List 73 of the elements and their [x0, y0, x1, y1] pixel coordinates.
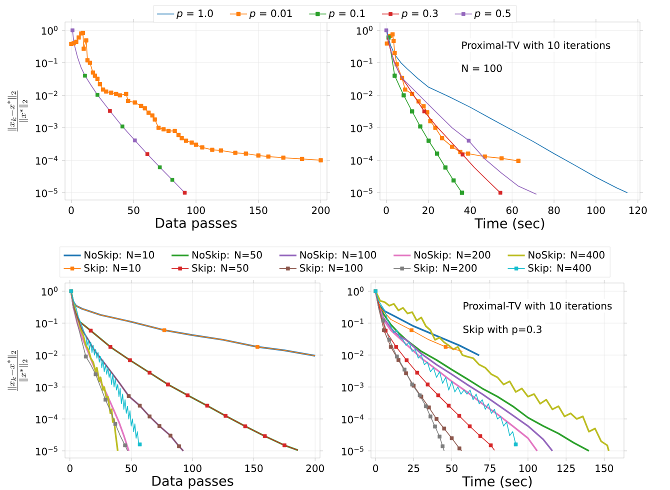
- y-tick-label: 10$^{−1}$: [342, 318, 364, 328]
- y-tick-label: 10$^{−1}$: [36, 58, 58, 68]
- legend-label: NoSkip: N=400: [528, 250, 604, 261]
- x-tick-label: 0: [67, 464, 72, 472]
- y-tick-label: 10$^{−3}$: [36, 123, 58, 132]
- y-tick-label: 10$^{0}$: [42, 286, 58, 296]
- y-tick-label: 10$^{0}$: [348, 286, 364, 296]
- legend-label: NoSkip: N=50: [192, 250, 262, 261]
- y-tick-label: 10$^{−2}$: [351, 90, 372, 100]
- legend-label: Skip: N=100: [300, 264, 362, 274]
- x-tick-label: 0: [373, 464, 378, 472]
- legend-label: p = 1.0: [176, 10, 213, 20]
- x-tick-label: 150: [250, 206, 268, 214]
- x-axis-title: Data passes: [152, 476, 234, 489]
- y-tick-label: 10$^{−5}$: [36, 188, 58, 198]
- legend-label: Skip: N=50: [192, 264, 248, 274]
- y-tick-label: 10$^{−1}$: [351, 58, 372, 68]
- y-tick-label: 10$^{−2}$: [342, 350, 364, 360]
- x-tick-label: 100: [188, 206, 205, 214]
- y-tick-label: 10$^{−2}$: [36, 350, 58, 360]
- y-tick-label: 10$^{−1}$: [36, 318, 58, 328]
- x-axis-title: Time (sec): [462, 476, 532, 488]
- x-tick-label: 40: [464, 206, 476, 214]
- x-tick-label: 125: [558, 464, 575, 472]
- x-tick-label: 200: [306, 464, 324, 472]
- x-tick-label: 120: [629, 206, 647, 214]
- y-tick-label: 10$^{−4}$: [351, 156, 373, 165]
- y-axis-title: $\frac{\|x_k - x^*\|_2}{\|x^*\|_2}$: [7, 350, 28, 391]
- x-tick-label: 150: [245, 464, 263, 472]
- x-tick-label: 80: [548, 206, 560, 214]
- legend-label: Skip: N=400: [528, 264, 591, 274]
- legend-label: p = 0.01: [249, 10, 292, 20]
- x-tick-label: 50: [446, 464, 458, 472]
- y-tick-label: 10$^{−3}$: [351, 123, 372, 132]
- legend-label: NoSkip: N=100: [300, 250, 376, 261]
- x-tick-label: 0: [68, 206, 74, 214]
- annotation: N = 100: [462, 64, 502, 72]
- annotation: Proximal-TV with 10 iterations: [462, 41, 610, 50]
- x-tick-label: 75: [484, 464, 496, 472]
- legend-label: p = 0.3: [401, 10, 438, 20]
- x-tick-label: 60: [506, 206, 518, 214]
- annotation: Proximal-TV with 10 iterations: [464, 302, 612, 310]
- x-tick-label: 100: [588, 206, 605, 214]
- x-tick-label: 100: [520, 464, 537, 472]
- x-tick-label: 0: [384, 206, 389, 214]
- x-tick-label: 150: [596, 464, 614, 472]
- y-tick-label: 10$^{−4}$: [36, 156, 58, 165]
- y-tick-label: 10$^{−3}$: [342, 382, 364, 392]
- x-tick-label: 20: [422, 206, 434, 214]
- y-tick-label: 10$^{0}$: [42, 26, 58, 35]
- x-axis-title: Data passes: [156, 218, 237, 231]
- y-axis-title: $\frac{\|x_k - x^*\|_2}{\|x^*\|_2}$: [7, 90, 28, 132]
- legend-label: Skip: N=10: [84, 264, 140, 274]
- y-tick-label: 10$^{−2}$: [36, 90, 58, 100]
- x-tick-label: 200: [312, 206, 330, 214]
- x-tick-label: 50: [126, 464, 137, 472]
- x-tick-label: 50: [128, 206, 140, 214]
- y-tick-label: 10$^{−4}$: [342, 414, 364, 424]
- y-tick-label: 10$^{−3}$: [36, 382, 58, 392]
- y-tick-label: 10$^{0}$: [356, 26, 372, 35]
- y-tick-label: 10$^{−5}$: [351, 188, 372, 198]
- legend-label: NoSkip: N=10: [84, 250, 154, 261]
- annotation: Skip with p=0.3: [463, 325, 542, 336]
- legend-label: p = 0.5: [474, 10, 510, 20]
- x-axis-title: Time (sec): [474, 218, 544, 230]
- x-tick-label: 100: [184, 464, 202, 472]
- legend-label: Skip: N=200: [414, 264, 477, 274]
- y-tick-label: 10$^{−5}$: [342, 446, 364, 456]
- x-tick-label: 25: [408, 464, 420, 472]
- legend-label: NoSkip: N=200: [414, 250, 490, 261]
- y-tick-label: 10$^{−5}$: [36, 446, 58, 456]
- legend-label: p = 0.1: [328, 10, 365, 20]
- y-tick-label: 10$^{−4}$: [36, 414, 58, 424]
